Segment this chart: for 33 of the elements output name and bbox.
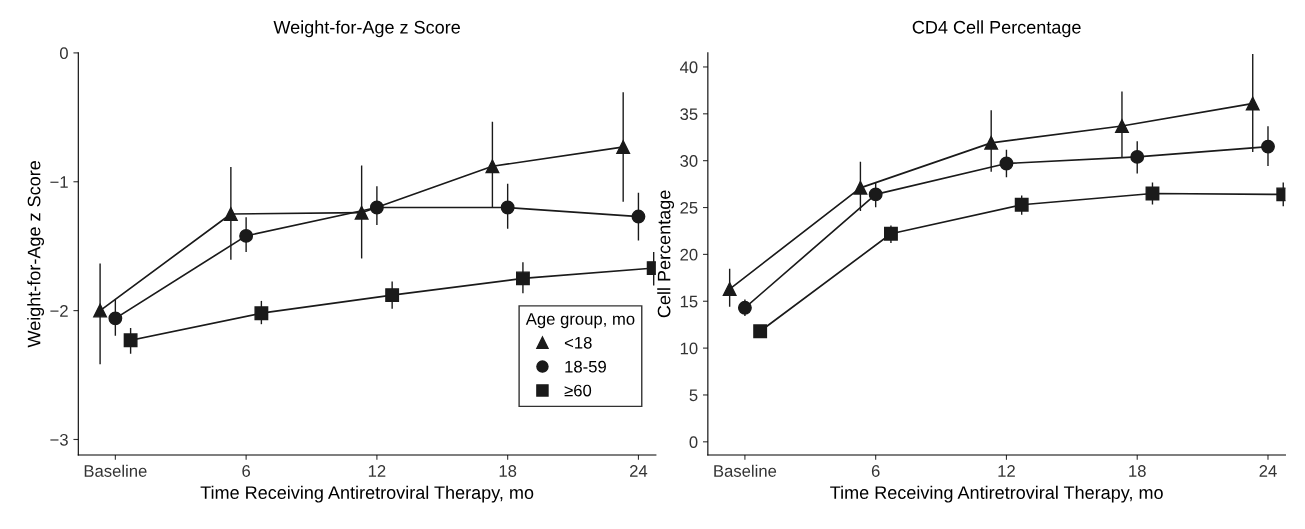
x-axis-title: Time Receiving Antiretroviral Therapy, mo [200, 485, 534, 503]
y-tick-label: 5 [689, 389, 698, 402]
y-tick-label: 15 [680, 295, 698, 308]
y-tick-label: 10 [680, 342, 698, 355]
x-tick-label: 12 [368, 465, 386, 477]
legend-title: Age group, mo [525, 313, 635, 329]
x-tick-label: 6 [871, 465, 880, 477]
x-tick-label: 12 [998, 465, 1015, 477]
y-tick-label: 30 [680, 155, 698, 167]
y-tick-label: 40 [679, 61, 698, 74]
x-tick-label: 24 [1259, 465, 1277, 477]
y-tick-label: 35 [680, 108, 698, 121]
y-tick-label: 0 [689, 436, 698, 449]
x-tick-label: Baseline [84, 464, 147, 477]
chart-title: Weight-for-Age z Score [273, 20, 460, 38]
x-tick-label: Baseline [714, 464, 777, 477]
x-tick-label: 18 [1129, 465, 1146, 477]
x-tick-label: 6 [242, 465, 251, 477]
chart-title: CD4 Cell Percentage [912, 20, 1081, 38]
legend-label: ≥60 [564, 384, 592, 397]
y-tick-label: −2 [50, 305, 68, 317]
x-axis-title: Time Receiving Antiretroviral Therapy, mo [830, 485, 1163, 503]
x-tick-label: 18 [499, 465, 517, 477]
y-tick-label: 25 [680, 201, 698, 214]
legend-label: 18-59 [565, 360, 606, 373]
y-tick-label: 20 [680, 248, 698, 261]
legend-label: <18 [564, 336, 592, 349]
y-tick-label: −1 [50, 176, 68, 188]
y-tick-label: −3 [50, 433, 68, 446]
y-axis-title: Weight-for-Age z Score [27, 161, 45, 348]
y-tick-label: 0 [59, 47, 68, 60]
x-tick-label: 24 [630, 465, 648, 477]
y-axis-title: Cell Percentage [657, 190, 675, 318]
